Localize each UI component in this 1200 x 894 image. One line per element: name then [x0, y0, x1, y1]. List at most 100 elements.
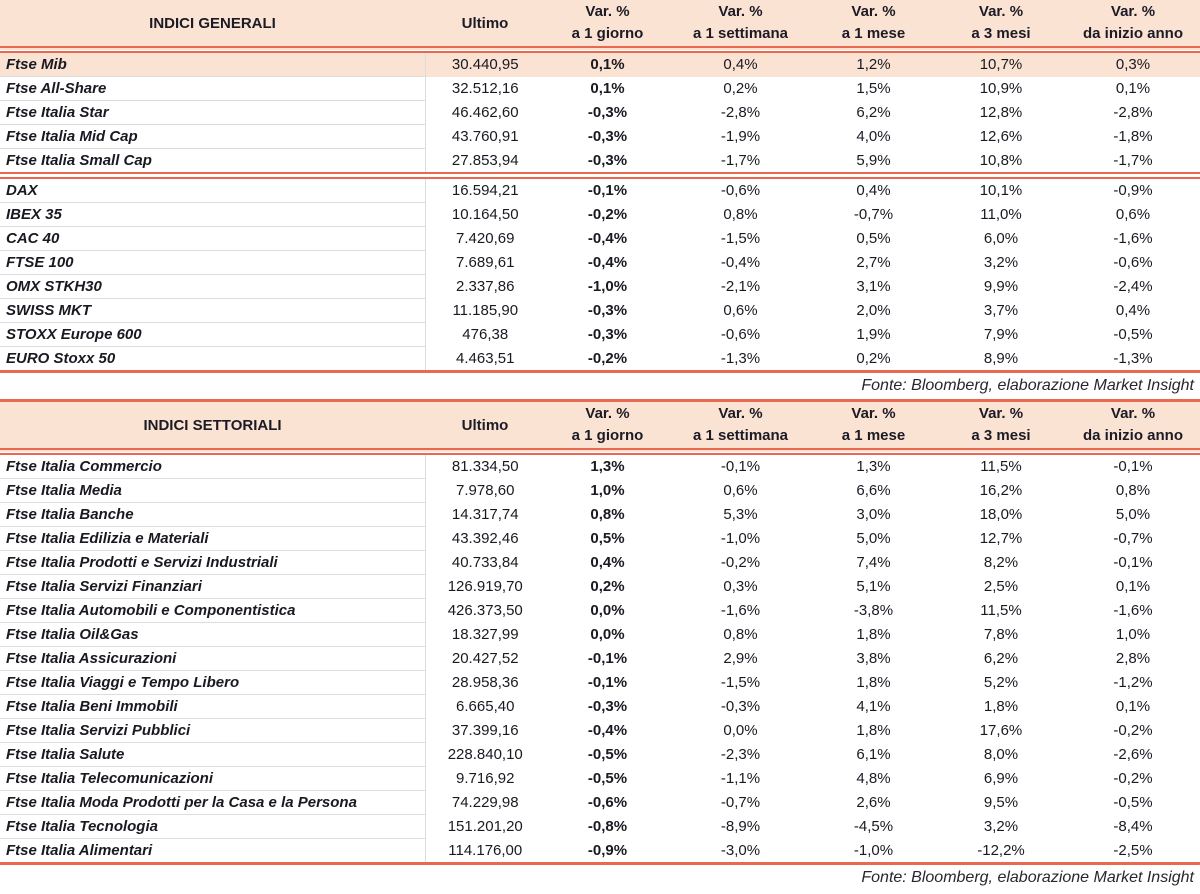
index-name: Ftse Italia Assicurazioni	[0, 646, 426, 671]
var-ytd-value: -2,5%	[1113, 841, 1153, 859]
var-1w-value: -0,6%	[670, 172, 811, 203]
var-3m-value: 5,2%	[983, 674, 1019, 691]
ultimo-value: 18.327,99	[451, 626, 519, 643]
var-1d-value: 1,0%	[590, 482, 625, 499]
table-row: Ftse Italia Salute 228.840,10 -0,5% -2,3% 6,…	[0, 742, 1200, 767]
table-row: Ftse Italia Telecomunicazioni 9.716,92 -0,…	[0, 766, 1200, 791]
index-name: Ftse Italia Moda Prodotti per la Casa e …	[0, 790, 426, 815]
ultimo-value: 7.420,69	[456, 230, 515, 247]
var-1d-value: -0,8%	[587, 818, 628, 835]
var-3m-value: 12,8%	[979, 104, 1023, 121]
var-1w-value: 0,8%	[723, 626, 758, 643]
var-1m-value: 1,8%	[856, 674, 891, 691]
index-name: Ftse Italia Prodotti e Servizi Industria…	[0, 550, 426, 575]
general-indices-section: INDICI GENERALI Ultimo Var. % a 1 giorno…	[0, 0, 1200, 399]
var-1d-value: 0,1%	[590, 80, 625, 97]
var-1d-value: -0,3%	[587, 151, 628, 169]
ultimo-value: 27.853,94	[451, 151, 519, 169]
table-row: Ftse Mib 30.440,95 0,1% 0,4% 1,2% 10,7% 0,3%	[0, 49, 1200, 77]
source-note: Fonte: Bloomberg, elaborazione Market In…	[861, 869, 1194, 886]
var-ytd-value: -1,8%	[1113, 128, 1153, 145]
var-1w-value: -0,2%	[720, 554, 761, 571]
var-1m-value: 5,0%	[856, 530, 891, 547]
index-name: Ftse Italia Mid Cap	[0, 124, 426, 149]
var-3m-value: 3,7%	[983, 302, 1019, 319]
var-1m-value: 4,1%	[856, 698, 891, 715]
var-1d-value: -0,3%	[587, 302, 628, 319]
var-ytd-value: -0,2%	[1113, 770, 1153, 787]
var-3m-value: 6,9%	[983, 770, 1019, 787]
index-name: Ftse Mib	[0, 49, 426, 77]
index-name: OMX STKH30	[0, 274, 426, 299]
var-1w-value: -1,9%	[720, 128, 761, 145]
var-label: Var. %	[851, 2, 896, 20]
index-name: Ftse Italia Viaggi e Tempo Libero	[0, 670, 426, 695]
var-ytd-value: -1,3%	[1113, 349, 1153, 367]
var-1w-value: -1,3%	[720, 349, 761, 367]
index-name: Ftse Italia Oil&Gas	[0, 622, 426, 647]
var-1w-value: -0,7%	[720, 794, 761, 811]
period-label: da inizio anno	[1083, 427, 1183, 444]
table-row: Ftse Italia Automobili e Componentistica…	[0, 598, 1200, 623]
var-1m-value: 3,1%	[856, 278, 891, 295]
sector-indices-section: INDICI SETTORIALI Ultimo Var. % a 1 gior…	[0, 399, 1200, 891]
ultimo-value: 2.337,86	[456, 278, 515, 295]
var-3m-value: 7,8%	[983, 626, 1019, 643]
var-1m-value: -1,0%	[853, 841, 894, 859]
ultimo-value: 228.840,10	[447, 746, 523, 763]
index-name: Ftse Italia Beni Immobili	[0, 694, 426, 719]
var-ytd-value: -8,4%	[1113, 818, 1153, 835]
var-1d-value: -0,2%	[587, 206, 628, 223]
var-1m-value: 0,4%	[811, 172, 936, 203]
column-header-ultimo: Ultimo	[425, 0, 545, 53]
var-1m-value: 1,8%	[856, 626, 891, 643]
ultimo-value: 30.440,95	[425, 49, 545, 77]
general-indices-body: Ftse Mib 30.440,95 0,1% 0,4% 1,2% 10,7% 0,3% Ft…	[0, 49, 1200, 372]
var-ytd-value: 0,3%	[1066, 49, 1200, 77]
var-3m-value: 7,9%	[983, 326, 1019, 343]
var-1d-value: -0,2%	[587, 349, 628, 367]
table-row: FTSE 100 7.689,61 -0,4% -0,4% 2,7% 3,2% -0,6%	[0, 250, 1200, 275]
index-name: Ftse Italia Tecnologia	[0, 814, 426, 839]
var-label: Var. %	[585, 2, 630, 20]
var-1m-value: 1,3%	[856, 458, 891, 476]
var-3m-value: 3,2%	[983, 254, 1019, 271]
var-1d-value: 0,0%	[590, 602, 625, 619]
var-3m-value: 17,6%	[979, 722, 1023, 739]
var-1w-value: -1,6%	[720, 602, 761, 619]
var-ytd-value: -0,1%	[1113, 458, 1153, 476]
sector-indices-table: INDICI SETTORIALI Ultimo Var. % a 1 gior…	[0, 399, 1200, 865]
ultimo-value: 10.164,50	[451, 206, 519, 223]
general-indices-table: INDICI GENERALI Ultimo Var. % a 1 giorno…	[0, 0, 1200, 373]
var-1m-value: -4,5%	[853, 818, 894, 835]
var-ytd-value: -2,4%	[1113, 278, 1153, 295]
var-3m-value: 12,6%	[979, 128, 1023, 145]
table-row: Ftse Italia Small Cap 27.853,94 -0,3% -1,7%…	[0, 148, 1200, 176]
var-1m-value: -3,8%	[853, 602, 894, 619]
var-1d-value: -0,3%	[587, 698, 628, 715]
var-3m-value: 10,9%	[979, 80, 1023, 97]
table-row: Ftse Italia Media 7.978,60 1,0% 0,6% 6,6% 16,…	[0, 478, 1200, 503]
var-1w-value: -0,6%	[720, 326, 761, 343]
var-1w-value: 0,2%	[723, 80, 758, 97]
var-1d-value: -0,9%	[587, 841, 628, 859]
var-1d-value: 0,4%	[590, 554, 625, 571]
var-1d-value: -0,3%	[587, 104, 628, 121]
var-1m-value: 6,1%	[856, 746, 891, 763]
table-row: Ftse Italia Star 46.462,60 -0,3% -2,8% 6,2% 1…	[0, 100, 1200, 125]
table-row: Ftse Italia Alimentari 114.176,00 -0,9% -3,…	[0, 838, 1200, 864]
index-name: Ftse Italia Alimentari	[0, 838, 426, 864]
ultimo-value: 114.176,00	[448, 841, 523, 859]
ultimo-value: 126.919,70	[447, 578, 523, 595]
table-row: DAX 16.594,21 -0,1% -0,6% 0,4% 10,1% -0,9%	[0, 172, 1200, 203]
ultimo-value: 9.716,92	[456, 770, 515, 787]
var-1d-value: 0,8%	[590, 506, 625, 523]
general-indices-header: INDICI GENERALI Ultimo Var. % a 1 giorno…	[0, 0, 1200, 53]
var-1m-value: 1,8%	[856, 722, 891, 739]
var-1d-value: -0,6%	[587, 794, 628, 811]
var-3m-value: 9,9%	[983, 278, 1019, 295]
column-header-var-1week: Var. % a 1 settimana	[670, 400, 811, 455]
var-1d-value: -0,4%	[587, 230, 628, 247]
index-name: Ftse Italia Commercio	[0, 451, 426, 479]
var-1w-value: 0,8%	[723, 206, 758, 223]
